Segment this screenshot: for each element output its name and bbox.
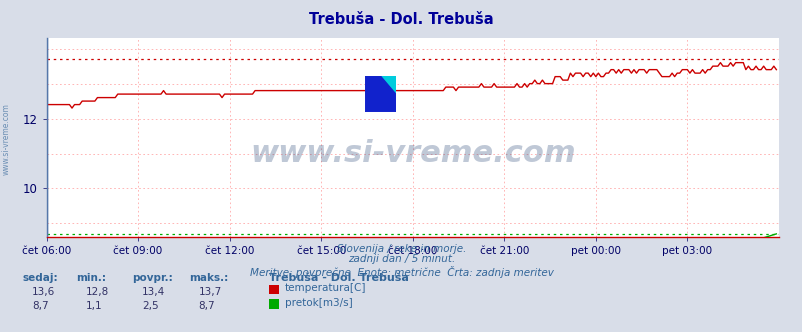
Text: min.:: min.:: [76, 273, 106, 283]
Text: Trebuša - Dol. Trebuša: Trebuša - Dol. Trebuša: [309, 12, 493, 27]
Text: povpr.:: povpr.:: [132, 273, 173, 283]
Text: www.si-vreme.com: www.si-vreme.com: [249, 139, 575, 168]
Text: Meritve: povprečne  Enote: metrične  Črta: zadnja meritev: Meritve: povprečne Enote: metrične Črta:…: [249, 266, 553, 278]
Polygon shape: [380, 76, 395, 94]
Text: sedaj:: sedaj:: [22, 273, 58, 283]
Text: zadnji dan / 5 minut.: zadnji dan / 5 minut.: [347, 254, 455, 264]
Polygon shape: [365, 76, 380, 94]
Text: 8,7: 8,7: [198, 301, 215, 311]
Text: maks.:: maks.:: [188, 273, 228, 283]
Text: 13,4: 13,4: [142, 287, 165, 297]
Text: 1,1: 1,1: [86, 301, 103, 311]
Text: 2,5: 2,5: [142, 301, 159, 311]
Text: temperatura[C]: temperatura[C]: [285, 283, 366, 293]
Text: www.si-vreme.com: www.si-vreme.com: [2, 104, 11, 175]
Text: Trebuša - Dol. Trebuša: Trebuša - Dol. Trebuša: [269, 273, 408, 283]
Polygon shape: [365, 76, 395, 112]
Text: Slovenija / reke in morje.: Slovenija / reke in morje.: [336, 244, 466, 254]
Text: pretok[m3/s]: pretok[m3/s]: [285, 298, 352, 308]
Text: 13,6: 13,6: [32, 287, 55, 297]
Text: 8,7: 8,7: [32, 301, 49, 311]
Text: 12,8: 12,8: [86, 287, 109, 297]
Text: 13,7: 13,7: [198, 287, 221, 297]
